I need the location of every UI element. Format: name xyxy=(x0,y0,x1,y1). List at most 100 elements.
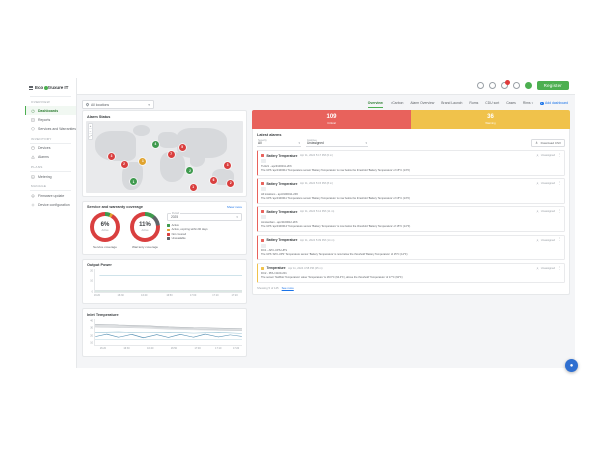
map-marker[interactable]: 2 xyxy=(227,179,235,187)
alarm-row[interactable]: Battery Temperature Apr 11, 2024 5:17 PM… xyxy=(257,150,565,176)
chevron-down-icon: ▾ xyxy=(148,102,150,107)
alarm-row-menu-icon[interactable]: ⋮ xyxy=(557,237,562,242)
apps-icon[interactable] xyxy=(488,82,496,89)
map-marker[interactable]: 6 xyxy=(210,176,218,184)
alarm-assignee[interactable]: Unassigned xyxy=(536,267,555,270)
tab-cases[interactable]: Cases xyxy=(506,101,516,108)
download-csv-button[interactable]: Download CSV xyxy=(531,139,565,147)
inlet-temperature-title: Inlet Temperature xyxy=(87,312,119,317)
zoom-in-icon[interactable]: + xyxy=(89,123,92,129)
sidebar-item-reports[interactable]: Reports xyxy=(25,115,76,124)
map-marker[interactable]: 3 xyxy=(224,161,232,169)
sidebar: Eco truxure IT Overview Dashboards Report… xyxy=(25,78,77,368)
alarm-device: TH121 - apc3100011-2F6 xyxy=(261,164,292,168)
notifications-icon[interactable] xyxy=(500,80,510,89)
tab-alarm-overview[interactable]: Alarm Overview xyxy=(410,101,434,108)
map-marker[interactable]: 3 xyxy=(107,152,115,160)
inlet-temperature-chart[interactable]: 40 30 20 10 xyxy=(87,318,242,352)
divider xyxy=(30,190,71,192)
settings-icon[interactable] xyxy=(512,82,520,89)
register-button[interactable]: Register xyxy=(536,81,569,90)
menu-burger-icon[interactable] xyxy=(29,85,33,90)
alarm-assignee[interactable]: Unassigned xyxy=(536,182,555,185)
alarm-row-menu-icon[interactable]: ⋮ xyxy=(557,180,562,185)
sidebar-item-label: Alarms xyxy=(38,155,49,160)
tab-overview[interactable]: Overview xyxy=(367,101,383,108)
alarm-time: Apr 11, 2024 5:09 PM (14 m) xyxy=(299,238,335,242)
x-tick: 17:20 xyxy=(231,294,238,297)
sidebar-item-services-and-warranties[interactable]: Services and Warranties xyxy=(25,124,76,133)
gauge-icon xyxy=(31,109,35,113)
add-dashboard-button[interactable]: + Add dashboard xyxy=(540,101,568,108)
divider xyxy=(30,96,71,97)
user-icon xyxy=(536,210,539,213)
zoom-out-icon[interactable]: − xyxy=(89,128,92,134)
alarm-row-menu-icon[interactable]: ⋮ xyxy=(557,152,562,157)
alarm-time: Apr 11, 2024 5:15 PM (8 m) xyxy=(299,182,333,186)
severity-dot-icon xyxy=(261,210,264,214)
alarm-assignee[interactable]: Unassigned xyxy=(536,210,555,213)
chat-help-button[interactable]: ● xyxy=(565,359,578,372)
alarm-row[interactable]: Battery Temperature Apr 11, 2024 5:12 PM… xyxy=(257,206,565,233)
sidebar-item-dashboards[interactable]: Dashboards xyxy=(25,106,76,116)
map-marker[interactable]: 2 xyxy=(120,160,128,168)
map-marker[interactable]: 7 xyxy=(167,150,175,158)
alarm-row-menu-icon[interactable]: ⋮ xyxy=(557,209,562,214)
tab-cdu-sort[interactable]: CDU sort xyxy=(485,101,499,108)
alarm-row-menu-icon[interactable]: ⋮ xyxy=(557,265,562,270)
severity-dot-icon xyxy=(261,154,264,157)
map-marker[interactable]: 4 xyxy=(151,140,159,148)
coverage-period-select[interactable]: Period 2025 ▾ xyxy=(167,211,242,221)
sidebar-item-metering[interactable]: Metering xyxy=(25,172,76,181)
donut-percent: 11% xyxy=(139,222,151,229)
map-marker[interactable]: 1 xyxy=(139,157,147,165)
alarm-device: Amsterdam - apc3100012-2F6 xyxy=(261,220,298,224)
tab-carbon[interactable]: ▾Carbon xyxy=(390,101,404,108)
tab-brand-launch[interactable]: Brand Launch xyxy=(441,101,462,108)
help-icon[interactable] xyxy=(476,82,484,89)
severity-filter[interactable]: Severity All ▾ xyxy=(257,139,301,147)
sidebar-item-alarms[interactable]: Alarms xyxy=(25,153,76,162)
site-selector[interactable]: All locations ▾ xyxy=(82,100,154,109)
warranty-coverage-donut[interactable]: 11% Active xyxy=(130,212,160,242)
map-marker[interactable]: 1 xyxy=(189,183,197,191)
series-inlet-temp-1 xyxy=(95,323,242,329)
sidebar-item-label: Services and Warranties xyxy=(38,126,76,131)
alarm-assignee[interactable]: Unassigned xyxy=(536,154,555,157)
assignee-filter[interactable]: Assignee Unassigned ▾ xyxy=(306,139,368,147)
alarm-row[interactable]: Battery Temperature Apr 11, 2024 5:09 PM… xyxy=(257,234,565,261)
map-controls[interactable]: + − ⤢ xyxy=(88,122,93,140)
chat-help-icon: ● xyxy=(569,362,574,369)
world-map[interactable]: + − ⤢ xyxy=(86,120,243,193)
warning-summary[interactable]: 36 Warning xyxy=(411,110,570,129)
x-tick: 17:00 xyxy=(190,294,197,297)
sidebar-item-devices[interactable]: Devices xyxy=(25,144,76,153)
map-marker[interactable]: 1 xyxy=(129,178,137,186)
sidebar-item-firmware-update[interactable]: Firmware update xyxy=(25,191,76,200)
alarm-assignee[interactable]: Unassigned xyxy=(536,239,555,242)
showing-count: Showing 5 of 145 xyxy=(257,286,279,291)
x-tick: 16:40 xyxy=(141,294,148,297)
main-content: All locations ▾ Overview ▾Carbon Alarm O… xyxy=(77,95,575,368)
config-icon xyxy=(31,203,35,207)
service-coverage-donut[interactable]: 6% Active xyxy=(90,212,120,242)
alarm-row[interactable]: Temperature Apr 11, 2024 4:58 PM (25 m) … xyxy=(257,262,565,283)
series-inlet-temp-2 xyxy=(95,325,242,331)
map-marker[interactable]: 5 xyxy=(178,143,186,151)
tab-rums[interactable]: Rums xyxy=(469,101,478,108)
severity-dot-icon xyxy=(261,182,264,186)
output-power-chart[interactable]: 20 10 0 xyxy=(87,269,242,299)
see-more-link[interactable]: See more xyxy=(281,286,294,291)
sidebar-item-device-configuration[interactable]: Device configuration xyxy=(25,200,76,209)
reset-view-icon[interactable]: ⤢ xyxy=(89,133,92,138)
tab-rims[interactable]: Rims▾ xyxy=(523,101,533,108)
latest-alarms-card: Latest alarms Severity All ▾ Assignee Un… xyxy=(252,129,570,296)
alarm-time: Apr 11, 2024 5:12 PM (11 m) xyxy=(299,210,335,214)
alarm-row[interactable]: Battery Temperature Apr 11, 2024 5:15 PM… xyxy=(257,178,565,204)
coverage-show-more-link[interactable]: Show more xyxy=(226,205,242,209)
marker-count: 1 xyxy=(132,179,135,184)
critical-summary[interactable]: 109 Critical xyxy=(252,110,411,129)
status-icon[interactable] xyxy=(524,82,532,89)
map-marker[interactable]: 2 xyxy=(186,167,194,175)
brand-logo[interactable]: Eco truxure IT xyxy=(25,80,76,96)
